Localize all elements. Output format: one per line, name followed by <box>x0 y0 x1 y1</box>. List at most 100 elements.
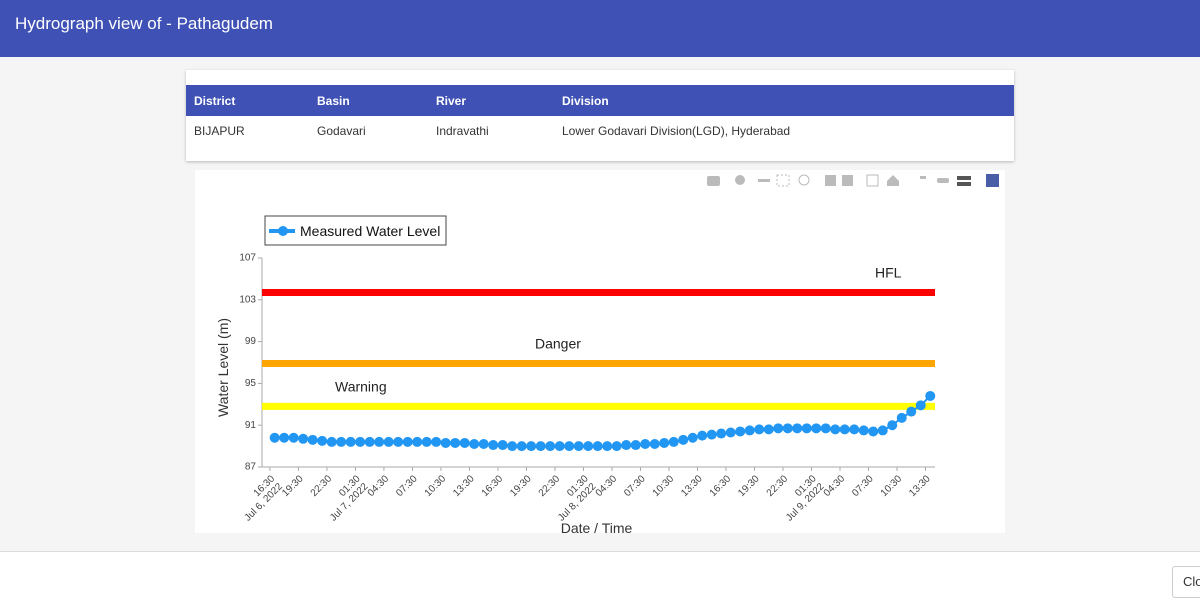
x-tick-label: 16:30 <box>480 473 506 499</box>
x-tick-label: 22:30 <box>309 473 335 499</box>
point <box>744 425 755 436</box>
point <box>735 426 746 437</box>
x-tick-label: 04:30 <box>366 473 392 499</box>
point <box>573 441 584 452</box>
point <box>811 423 822 434</box>
point <box>497 440 508 451</box>
point <box>621 440 632 451</box>
cell: Godavari <box>317 124 366 138</box>
cell: Indravathi <box>436 124 489 138</box>
station-table: District Basin River Division BIJAPUR Godava… <box>186 85 1014 146</box>
point <box>725 427 736 438</box>
point <box>839 424 850 435</box>
point <box>925 390 936 401</box>
point <box>640 439 651 450</box>
y-tick-label: 95 <box>245 378 257 389</box>
point <box>678 434 689 445</box>
point <box>336 436 347 447</box>
x-tick-label: 07:30 <box>622 473 648 499</box>
y-tick-label: 91 <box>245 420 257 431</box>
point <box>659 437 670 448</box>
legend: Measured Water Level <box>264 215 447 246</box>
point <box>820 423 831 434</box>
point <box>716 428 727 439</box>
point <box>830 424 841 435</box>
cell: BIJAPUR <box>194 124 245 138</box>
x-tick-label: 13:30 <box>907 473 933 499</box>
point <box>269 432 280 443</box>
point <box>915 400 926 411</box>
x-tick-label: 19:30 <box>280 473 306 499</box>
point <box>488 440 499 451</box>
page-title: Hydrograph view of - Pathagudem <box>15 14 273 33</box>
point <box>469 439 480 450</box>
point <box>668 436 679 447</box>
x-tick-label: 19:30 <box>508 473 534 499</box>
col-header: Basin <box>309 85 428 116</box>
point <box>459 437 470 448</box>
point <box>440 437 451 448</box>
x-tick-label: 22:30 <box>537 473 563 499</box>
point <box>564 441 575 452</box>
point <box>602 441 613 452</box>
point <box>317 435 328 446</box>
x-tick-label: 10:30 <box>879 473 905 499</box>
point <box>545 441 556 452</box>
point <box>583 441 594 452</box>
point <box>288 432 299 443</box>
point <box>782 423 793 434</box>
legend-swatch <box>278 226 288 236</box>
point <box>355 436 366 447</box>
point <box>706 429 717 440</box>
x-tick-label: 04:30 <box>822 473 848 499</box>
point <box>431 436 442 447</box>
point <box>754 424 765 435</box>
close-button[interactable]: Close <box>1172 566 1200 598</box>
point <box>298 433 309 444</box>
point <box>507 441 518 452</box>
app-bar: Hydrograph view of - Pathagudem <box>0 0 1200 57</box>
point <box>526 441 537 452</box>
point <box>896 412 907 423</box>
point <box>849 424 860 435</box>
point <box>516 441 527 452</box>
point <box>450 437 461 448</box>
x-tick-label: 16:30Jul 6, 2022 <box>235 473 285 523</box>
point <box>877 425 888 436</box>
point <box>383 436 394 447</box>
point <box>535 441 546 452</box>
point <box>592 441 603 452</box>
y-tick-label: 107 <box>239 253 256 264</box>
x-tick-label: 22:30 <box>765 473 791 499</box>
point <box>402 436 413 447</box>
point <box>374 436 385 447</box>
reference-label: Danger <box>535 336 581 352</box>
col-header: River <box>428 85 554 116</box>
point <box>858 425 869 436</box>
legend-box <box>264 215 447 246</box>
point <box>345 436 356 447</box>
point <box>279 432 290 443</box>
point <box>906 406 917 417</box>
x-tick-label: 19:30 <box>736 473 762 499</box>
col-header: Division <box>554 85 1014 116</box>
toolbar[interactable] <box>707 174 999 187</box>
legend-label: Measured Water Level <box>300 223 440 239</box>
point <box>868 426 879 437</box>
x-tick-label: 07:30 <box>394 473 420 499</box>
point <box>687 432 698 443</box>
info-card: District Basin River Division BIJAPUR Godava… <box>186 70 1014 161</box>
point <box>630 440 641 451</box>
x-tick-label: 04:30 <box>594 473 620 499</box>
x-axis-title: Date / Time <box>561 520 633 533</box>
point <box>421 436 432 447</box>
y-tick-label: 103 <box>239 294 256 305</box>
point <box>763 424 774 435</box>
point <box>649 439 660 450</box>
y-tick-label: 87 <box>245 462 257 473</box>
reference-label: Warning <box>335 378 387 394</box>
point <box>307 434 318 445</box>
point <box>554 441 565 452</box>
